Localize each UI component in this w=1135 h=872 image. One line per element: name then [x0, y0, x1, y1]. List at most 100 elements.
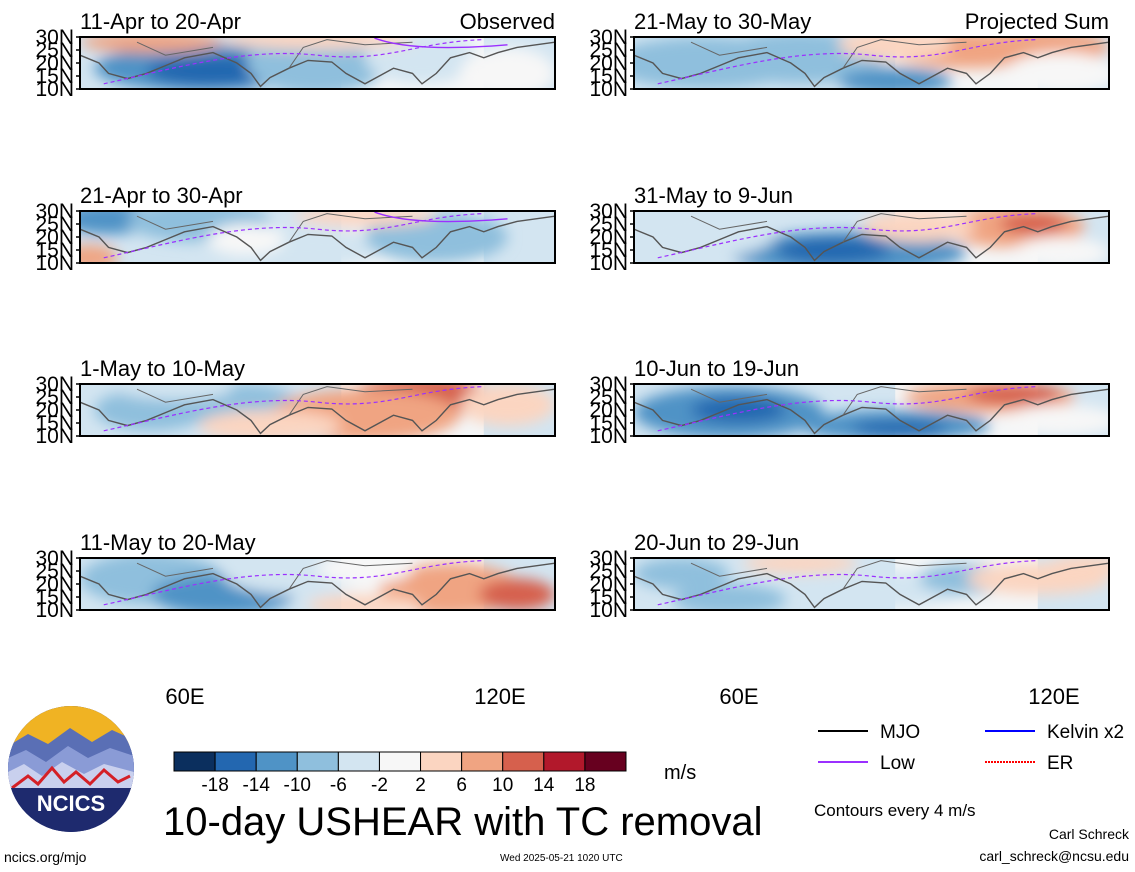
lat-tick-label: 10N [35, 252, 74, 275]
lat-tick-label: 25N [35, 560, 74, 583]
legend-label: Low [880, 753, 915, 774]
colorbar-tick-label: -18 [201, 775, 228, 796]
shading-region [246, 37, 389, 89]
lat-tick-label: 20N [35, 52, 74, 75]
lat-tick-label: 25N [589, 213, 628, 236]
colorbar-tick-label: 10 [492, 775, 513, 796]
shading-region [852, 420, 948, 436]
coastline [80, 562, 555, 609]
shading-region [634, 558, 729, 590]
country-border [136, 215, 214, 230]
colorbar-tick-label: -14 [242, 775, 270, 796]
logo-text: NCICS [37, 791, 105, 816]
lat-tick-label: 30N [35, 373, 74, 396]
legend-label: ER [1047, 753, 1073, 774]
lat-tick-label: 10N [35, 78, 74, 101]
legend-label: Kelvin x2 [1047, 722, 1124, 743]
shading-region [1004, 52, 1109, 89]
country-border [690, 215, 768, 230]
shading-region [743, 558, 858, 574]
colorbar-swatch [420, 751, 463, 772]
colorbar-tick-label: 6 [456, 775, 467, 796]
coastline [80, 41, 555, 88]
colorbar-swatch [296, 751, 339, 772]
low-contour-dashed [103, 560, 484, 606]
coastline [634, 388, 1109, 435]
lat-tick-label: 10N [589, 599, 628, 622]
lat-tick-label: 10N [35, 599, 74, 622]
lat-tick-label: 30N [35, 547, 74, 570]
lat-tick-label: 20N [35, 399, 74, 422]
shading-region [691, 397, 786, 423]
low-contour-dashed [657, 560, 1038, 606]
country-border [136, 562, 214, 577]
lat-tick-label: 30N [589, 547, 628, 570]
low-contour-solid [374, 37, 508, 49]
low-contour-dashed [657, 213, 1038, 259]
ncics-logo: NCICS [8, 706, 134, 832]
lat-tick-label: 15N [35, 239, 74, 262]
panel-date-label: 1-May to 10-May [80, 356, 245, 381]
lat-tick-label: 15N [589, 239, 628, 262]
colorbar-units: m/s [664, 762, 697, 784]
colorbar-tick-label: 18 [574, 775, 595, 796]
lat-tick-label: 10N [589, 78, 628, 101]
colorbar-swatch [584, 751, 627, 772]
shading-region [1014, 237, 1109, 263]
timestamp: Wed 2025-05-21 1020 UTC [500, 853, 623, 864]
lat-tick-label: 20N [589, 226, 628, 249]
country-border [690, 562, 768, 577]
lat-tick-label: 30N [35, 200, 74, 223]
colorbar-swatch [378, 751, 422, 772]
coastline [634, 41, 1109, 88]
panel-date-label: 20-Jun to 29-Jun [634, 530, 799, 555]
panel-date-label: 21-May to 30-May [634, 9, 811, 34]
lat-tick-label: 10N [589, 425, 628, 448]
coastline [634, 215, 1109, 262]
lon-tick-label: 120E [474, 684, 525, 709]
low-contour-dashed [657, 39, 1038, 85]
lat-tick-label: 15N [589, 586, 628, 609]
shading-region [838, 37, 953, 61]
lat-tick-label: 20N [35, 573, 74, 596]
shading-region [672, 584, 786, 610]
shading-region [118, 384, 232, 400]
lat-tick-label: 30N [589, 373, 628, 396]
shading-region [634, 211, 777, 258]
lon-tick-label: 120E [1028, 684, 1079, 709]
lat-tick-label: 25N [35, 386, 74, 409]
shading-region [862, 211, 976, 243]
author-name: Carl Schreck [1048, 826, 1129, 842]
colorbar-tick-label: 2 [415, 775, 426, 796]
figure-title: 10-day USHEAR with TC removal [163, 800, 763, 844]
shading-region [460, 384, 555, 426]
shading-region [776, 237, 891, 263]
colorbar-tick-label: -10 [284, 775, 311, 796]
coastline [80, 388, 555, 435]
site-url[interactable]: ncics.org/mjo [4, 849, 87, 865]
lat-tick-label: 10N [35, 425, 74, 448]
colorbar-tick-label: 14 [533, 775, 555, 796]
lat-tick-label: 15N [35, 586, 74, 609]
low-contour-dashed [103, 213, 484, 259]
author-email: carl_schreck@ncsu.edu [979, 848, 1129, 864]
panel-date-label: 21-Apr to 30-Apr [80, 183, 243, 208]
low-contour-dashed [103, 39, 484, 85]
lon-tick-label: 60E [719, 684, 758, 709]
lat-tick-label: 15N [35, 412, 74, 435]
low-contour-solid [374, 211, 508, 223]
lat-tick-label: 30N [589, 26, 628, 49]
colorbar-swatch [214, 751, 257, 772]
lat-tick-label: 20N [589, 52, 628, 75]
shading-region [479, 578, 555, 610]
contour-interval-note: Contours every 4 m/s [814, 801, 976, 820]
legend-label: MJO [880, 722, 920, 743]
lat-tick-label: 10N [589, 252, 628, 275]
country-border [136, 388, 214, 403]
